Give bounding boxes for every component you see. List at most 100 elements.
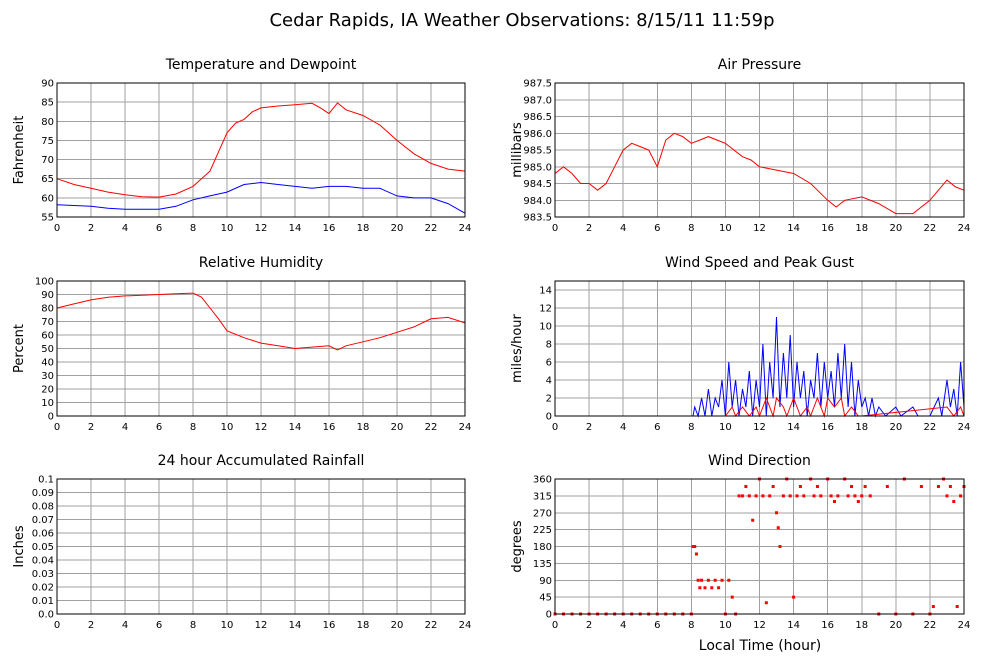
data-point: [885, 485, 889, 488]
data-point: [730, 595, 734, 599]
series-line-1: [56, 181, 466, 214]
data-point: [836, 494, 840, 498]
x-tick-label: 20: [889, 620, 902, 631]
y-axis-label: millibars: [510, 122, 525, 178]
chart-wdir: 0 2 4 6 8 10 12 14 16 18 20 22 240459013518022527031…: [510, 453, 970, 631]
x-tick-label: 2: [586, 223, 592, 234]
series-line-0: [56, 292, 466, 351]
data-point: [751, 518, 755, 522]
y-tick-label: 70: [41, 317, 54, 328]
y-tick-label: 987.5: [523, 79, 552, 90]
chart-title: Wind Speed and Peak Gust: [665, 255, 854, 271]
x-tick-label: 2: [88, 422, 94, 433]
y-tick-label: 65: [41, 174, 54, 185]
x-tick-label: 10: [719, 620, 732, 631]
y-tick-label: 0.07: [32, 515, 54, 526]
data-point: [700, 578, 704, 582]
y-axis-label: Inches: [12, 525, 27, 567]
data-point: [764, 601, 768, 605]
x-tick-label: 6: [156, 620, 162, 631]
x-tick-label: 14: [289, 620, 302, 631]
x-tick-label: 10: [221, 620, 234, 631]
data-point: [768, 494, 772, 498]
y-tick-label: 0.09: [32, 488, 54, 499]
y-tick-label: 40: [41, 358, 54, 369]
x-tick-label: 10: [719, 223, 732, 234]
y-tick-label: 225: [533, 525, 552, 536]
x-tick-label: 4: [122, 223, 128, 234]
data-point: [717, 586, 721, 590]
y-tick-label: 986.0: [523, 129, 552, 140]
chart-title: Relative Humidity: [199, 255, 323, 271]
x-tick-label: 24: [958, 223, 971, 234]
x-tick-label: 2: [586, 422, 592, 433]
x-tick-label: 22: [924, 223, 937, 234]
y-tick-label: 6: [546, 358, 552, 369]
y-tick-label: 90: [41, 290, 54, 301]
data-point: [698, 586, 702, 590]
x-tick-label: 12: [753, 422, 766, 433]
data-point: [863, 485, 867, 488]
data-point: [948, 485, 952, 488]
x-tick-label: 14: [787, 620, 800, 631]
x-tick-label: 2: [88, 620, 94, 631]
x-tick-label: 20: [391, 223, 404, 234]
x-tick-label: 4: [620, 223, 626, 234]
x-tick-label: 18: [855, 620, 868, 631]
x-tick-label: 10: [221, 223, 234, 234]
y-tick-label: 100: [35, 277, 54, 288]
x-tick-label: 2: [88, 223, 94, 234]
y-tick-label: 0.03: [32, 569, 54, 580]
data-point: [802, 494, 806, 498]
x-tick-label: 12: [255, 620, 268, 631]
data-point: [713, 578, 717, 582]
x-tick-label: 24: [459, 620, 472, 631]
data-point: [846, 494, 850, 498]
y-tick-label: 2: [546, 394, 552, 405]
x-tick-label: 4: [620, 620, 626, 631]
data-point: [771, 485, 775, 488]
plot-frame: [56, 280, 466, 417]
y-tick-label: 0.1: [38, 475, 54, 486]
y-tick-label: 180: [533, 542, 552, 553]
y-tick-label: 80: [41, 304, 54, 315]
data-point: [691, 545, 695, 548]
x-tick-label: 16: [323, 620, 336, 631]
y-tick-label: 984.0: [523, 196, 552, 207]
data-point: [740, 494, 744, 498]
x-tick-label: 8: [190, 422, 196, 433]
plot-frame: [554, 280, 965, 417]
x-tick-label: 0: [54, 223, 60, 234]
x-tick-label: 20: [391, 620, 404, 631]
x-tick-label: 16: [323, 422, 336, 433]
y-tick-label: 12: [539, 304, 552, 315]
x-tick-label: 18: [855, 422, 868, 433]
data-point: [776, 526, 780, 530]
y-tick-label: 80: [41, 117, 54, 128]
chart-title: 24 hour Accumulated Rainfall: [158, 453, 365, 469]
data-point: [860, 494, 864, 498]
x-tick-label: 12: [255, 422, 268, 433]
y-tick-label: 0.05: [32, 542, 54, 553]
data-point: [781, 494, 785, 498]
x-tick-label: 8: [688, 620, 694, 631]
x-tick-label: 22: [924, 422, 937, 433]
data-point: [952, 500, 956, 503]
x-tick-label: 0: [54, 620, 60, 631]
x-tick-label: 0: [552, 620, 558, 631]
y-tick-label: 8: [546, 340, 552, 351]
data-point: [703, 586, 707, 590]
data-point: [754, 494, 758, 498]
y-tick-label: 75: [41, 136, 54, 147]
data-point: [955, 605, 959, 608]
x-tick-label: 24: [958, 620, 971, 631]
chart-title: Air Pressure: [718, 57, 801, 73]
y-tick-label: 30: [41, 371, 54, 382]
chart-title: Temperature and Dewpoint: [165, 57, 357, 73]
data-point: [936, 485, 940, 488]
data-point: [931, 605, 935, 608]
plot-frame: [56, 478, 466, 615]
